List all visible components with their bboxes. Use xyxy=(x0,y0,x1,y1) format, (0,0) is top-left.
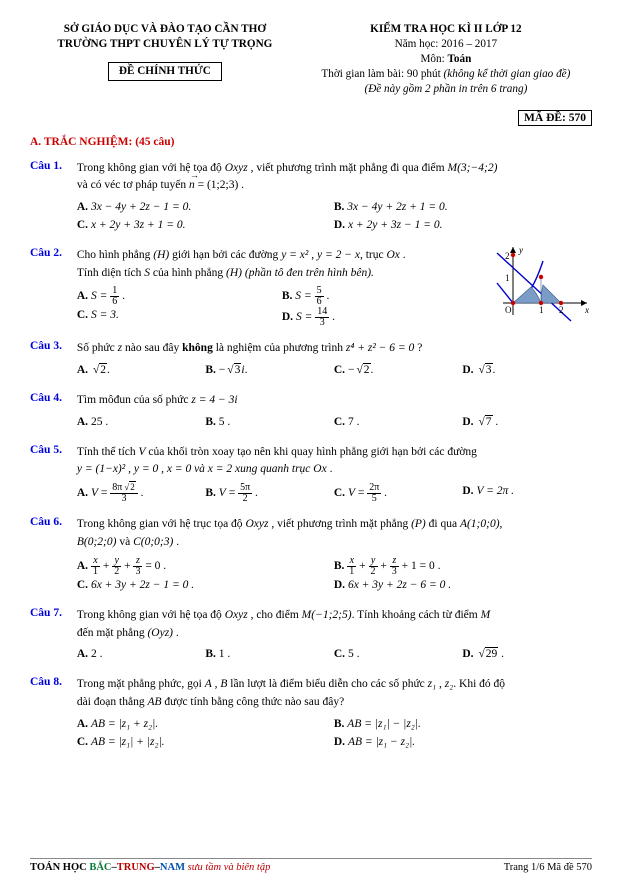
q1-body: Trong không gian với hệ tọa độ Oxyz , vi… xyxy=(77,160,591,235)
subject: Môn: Toán xyxy=(300,52,592,67)
question-4: Câu 4. Tìm môđun của số phức z = 4 − 3i … xyxy=(30,392,592,432)
svg-text:1: 1 xyxy=(505,273,510,283)
q2-body: x y O 1 2 1 2 Cho hình phẳng (H) giới hạ… xyxy=(77,247,591,329)
svg-text:x: x xyxy=(584,305,589,315)
question-5: Câu 5. Tính thể tích V của khối tròn xoa… xyxy=(30,444,592,505)
question-6: Câu 6. Trong không gian với hệ trục tọa … xyxy=(30,516,592,594)
question-2: Câu 2. x y O 1 2 1 2 Cho hình xyxy=(30,247,592,329)
question-3: Câu 3. Số phức z nào sau đây không là ng… xyxy=(30,340,592,380)
org1: SỞ GIÁO DỤC VÀ ĐÀO TẠO CẦN THƠ xyxy=(30,22,300,37)
section-a: A. TRẮC NGHIỆM: (45 câu) xyxy=(30,136,592,148)
svg-text:2: 2 xyxy=(559,305,564,315)
q1-opts: A. 3x − 4y + 2z − 1 = 0. B. 3x − 4y + 2z… xyxy=(77,199,591,217)
header-right: KIỂM TRA HỌC KÌ II LỚP 12 Năm học: 2016 … xyxy=(300,22,592,98)
q1-label: Câu 1. xyxy=(30,160,74,172)
header-left: SỞ GIÁO DỤC VÀ ĐÀO TẠO CẦN THƠ TRƯỜNG TH… xyxy=(30,22,300,98)
footer-page: Trang 1/6 Mã đề 570 xyxy=(504,862,592,873)
year: Năm học: 2016 – 2017 xyxy=(300,37,592,52)
footer-left: TOÁN HỌC BẮC–TRUNG–NAM sưu tầm và biên t… xyxy=(30,862,270,873)
svg-text:O: O xyxy=(505,305,512,315)
time: Thời gian làm bài: 90 phút (không kể thờ… xyxy=(300,67,592,82)
svg-text:y: y xyxy=(518,245,523,255)
de-chinh-thuc: ĐỀ CHÍNH THỨC xyxy=(108,62,222,81)
q2-graph: x y O 1 2 1 2 xyxy=(493,243,591,323)
header: SỞ GIÁO DỤC VÀ ĐÀO TẠO CẦN THƠ TRƯỜNG TH… xyxy=(30,22,592,98)
made: MÃ ĐỀ: 570 xyxy=(30,112,592,124)
svg-text:1: 1 xyxy=(539,305,544,315)
pages: (Đề này gồm 2 phần in trên 6 trang) xyxy=(300,82,592,97)
svg-text:2: 2 xyxy=(505,251,510,261)
question-8: Câu 8. Trong mặt phẳng phức, gọi A , B l… xyxy=(30,676,592,751)
footer: TOÁN HỌC BẮC–TRUNG–NAM sưu tầm và biên t… xyxy=(30,858,592,873)
title: KIỂM TRA HỌC KÌ II LỚP 12 xyxy=(300,22,592,37)
question-1: Câu 1. Trong không gian với hệ tọa độ Ox… xyxy=(30,160,592,235)
q2-label: Câu 2. xyxy=(30,247,74,259)
question-7: Câu 7. Trong không gian với hệ tọa độ Ox… xyxy=(30,607,592,664)
org2: TRƯỜNG THPT CHUYÊN LÝ TỰ TRỌNG xyxy=(30,37,300,52)
